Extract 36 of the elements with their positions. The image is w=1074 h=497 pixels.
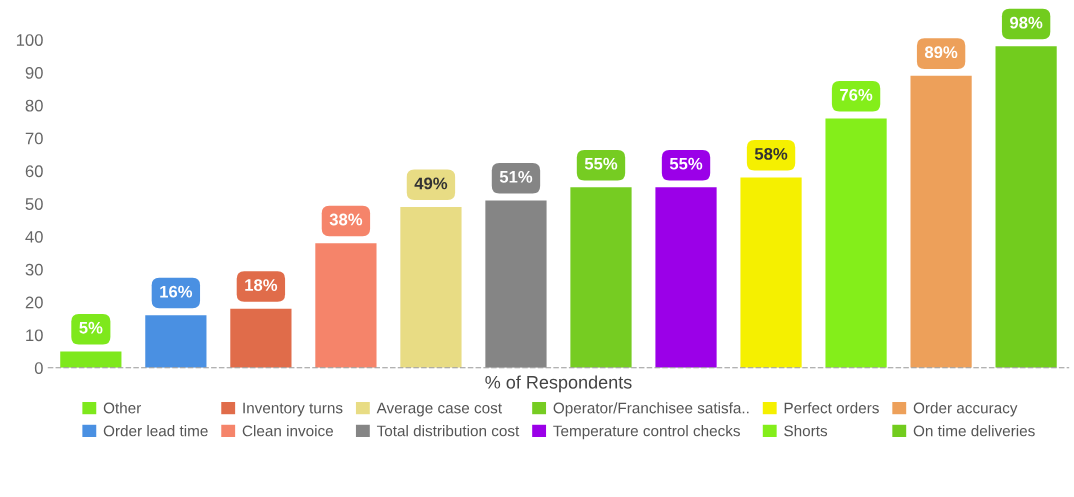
y-tick-label: 40	[25, 230, 43, 243]
y-tick-label: 80	[25, 99, 43, 112]
x-axis-title: % of Respondents	[485, 375, 632, 393]
legend-label: Perfect orders	[784, 402, 879, 414]
legend-label: Shorts	[784, 425, 828, 437]
y-tick-label: 90	[25, 66, 43, 79]
y-tick-label: 10	[26, 329, 43, 342]
legend-label: Operator/Franchisee satisfa..	[553, 402, 749, 417]
legend-label: Average case cost	[376, 402, 502, 417]
y-tick-label: 0	[34, 362, 43, 374]
data-label: 55%	[584, 157, 618, 170]
data-label: 51%	[499, 170, 533, 183]
data-label: 16%	[160, 285, 193, 298]
y-tick-label: 30	[25, 263, 43, 276]
data-label: 18%	[245, 279, 278, 291]
data-label: 38%	[329, 213, 363, 226]
legend-label: On time deliveries	[913, 425, 1035, 437]
legend-label: Temperature control checks	[553, 425, 740, 440]
y-tick-label: 100	[16, 34, 43, 46]
data-label: 49%	[414, 177, 448, 190]
y-tick-label: 20	[25, 296, 43, 309]
data-label: 58%	[754, 147, 788, 160]
data-label: 5%	[79, 321, 103, 334]
data-label: 55%	[669, 157, 703, 170]
y-tick-label: 50	[25, 198, 43, 210]
legend-label: Clean invoice	[242, 425, 333, 437]
data-label: 76%	[840, 88, 873, 101]
data-label: 89%	[924, 46, 958, 59]
y-tick-label: 60	[25, 165, 43, 178]
legend-label: Order lead time	[103, 425, 208, 437]
data-label: 98%	[1010, 16, 1043, 29]
legend-label: Total distribution cost	[376, 425, 520, 437]
y-tick-label: 70	[25, 132, 43, 145]
legend-label: Inventory turns	[243, 402, 343, 417]
legend-label: Order accuracy	[913, 402, 1018, 417]
legend-label: Other	[103, 402, 142, 414]
